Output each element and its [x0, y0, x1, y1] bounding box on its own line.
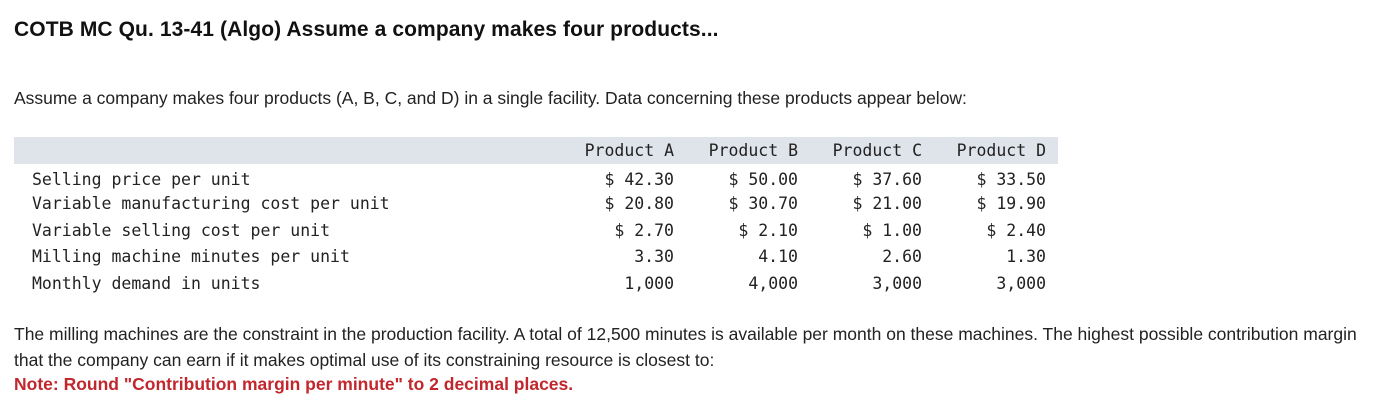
table-cell: 4,000: [748, 273, 798, 293]
table-row: Variable selling cost per unit $ 2.70 $ …: [14, 217, 1058, 244]
table-cell: $ 20.80: [604, 194, 674, 214]
table-row: Variable manufacturing cost per unit $ 2…: [14, 191, 1058, 218]
table-cell: $ 2.70: [614, 220, 674, 240]
table-cell: $ 1.00: [862, 220, 922, 240]
table-cell: $ 37.60: [852, 169, 922, 189]
table-row: Selling price per unit $ 42.30 $ 50.00 $…: [14, 164, 1058, 191]
intro-text: Assume a company makes four products (A,…: [14, 88, 967, 108]
header-product-b: Product B: [686, 137, 810, 164]
product-data-table: Product A Product B Product C Product D …: [14, 137, 1058, 297]
table-cell: $ 19.90: [976, 194, 1046, 214]
row-label: Milling machine minutes per unit: [32, 247, 350, 267]
row-label: Variable manufacturing cost per unit: [32, 194, 390, 214]
rounding-note: Note: Round "Contribution margin per min…: [14, 374, 574, 394]
table-cell: $ 2.10: [738, 220, 798, 240]
table-cell: $ 50.00: [728, 169, 798, 189]
table-cell: 4.10: [758, 247, 798, 267]
header-product-c: Product C: [810, 137, 934, 164]
table-row: Monthly demand in units 1,000 4,000 3,00…: [14, 270, 1058, 297]
table-cell: $ 42.30: [604, 169, 674, 189]
table-cell: 3,000: [872, 273, 922, 293]
table-cell: 1,000: [624, 273, 674, 293]
table-header-row: Product A Product B Product C Product D: [14, 137, 1058, 164]
table-cell: $ 30.70: [728, 194, 798, 214]
header-product-d: Product D: [934, 137, 1058, 164]
table-cell: 2.60: [882, 247, 922, 267]
table-cell: $ 33.50: [976, 169, 1046, 189]
question-body: The milling machines are the constraint …: [14, 324, 1357, 370]
table-cell: 3.30: [634, 247, 674, 267]
table-cell: $ 2.40: [986, 220, 1046, 240]
row-label: Monthly demand in units: [32, 273, 261, 293]
table-cell: 3,000: [996, 273, 1046, 293]
row-label: Variable selling cost per unit: [32, 220, 331, 240]
table-cell: $ 21.00: [852, 194, 922, 214]
question-title: COTB MC Qu. 13-41 (Algo) Assume a compan…: [14, 18, 719, 41]
table-row: Milling machine minutes per unit 3.30 4.…: [14, 244, 1058, 271]
header-product-a: Product A: [562, 137, 686, 164]
header-blank: [14, 137, 562, 164]
row-label: Selling price per unit: [32, 169, 251, 189]
table-cell: 1.30: [1006, 247, 1046, 267]
